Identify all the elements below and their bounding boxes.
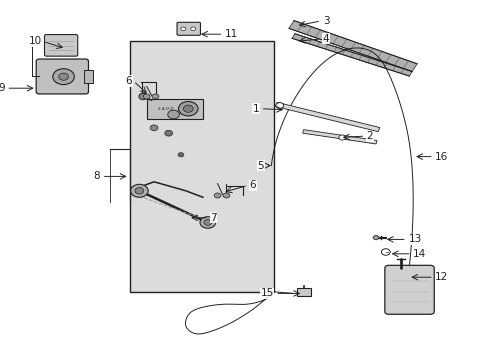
Polygon shape	[288, 21, 416, 72]
Polygon shape	[302, 130, 376, 144]
Circle shape	[178, 153, 183, 157]
Text: 8: 8	[93, 171, 100, 181]
Circle shape	[214, 193, 221, 198]
FancyBboxPatch shape	[36, 59, 88, 94]
Circle shape	[372, 235, 378, 240]
Text: 15: 15	[260, 288, 273, 298]
Bar	[146, 99, 203, 119]
Circle shape	[167, 110, 179, 119]
Circle shape	[135, 188, 143, 194]
FancyBboxPatch shape	[44, 35, 78, 56]
Circle shape	[53, 69, 74, 85]
FancyBboxPatch shape	[177, 22, 200, 35]
Circle shape	[275, 103, 283, 108]
Text: 14: 14	[412, 249, 426, 259]
Circle shape	[190, 27, 195, 31]
Text: 3: 3	[322, 16, 329, 26]
Text: 6: 6	[249, 180, 256, 190]
Circle shape	[139, 93, 147, 100]
Circle shape	[203, 220, 211, 225]
Text: 7: 7	[210, 213, 217, 223]
Text: 11: 11	[224, 29, 238, 39]
Circle shape	[381, 249, 389, 255]
Circle shape	[338, 135, 345, 140]
Circle shape	[143, 94, 150, 99]
Circle shape	[152, 94, 159, 99]
Text: 6: 6	[125, 76, 132, 86]
Text: 10: 10	[28, 36, 41, 46]
FancyBboxPatch shape	[384, 265, 433, 314]
Text: 1: 1	[252, 104, 259, 114]
Polygon shape	[275, 102, 379, 132]
Bar	[129, 41, 273, 292]
Text: 12: 12	[434, 272, 447, 282]
Bar	[84, 70, 93, 83]
Text: 9: 9	[0, 83, 5, 93]
Circle shape	[164, 130, 172, 136]
Circle shape	[181, 27, 185, 31]
Circle shape	[59, 73, 68, 80]
Circle shape	[130, 184, 148, 197]
Text: 4: 4	[322, 34, 329, 44]
Text: S A D D: S A D D	[157, 107, 173, 111]
Circle shape	[150, 125, 158, 131]
Text: 16: 16	[434, 152, 447, 162]
Text: 13: 13	[407, 234, 421, 244]
Bar	[297, 288, 310, 296]
Circle shape	[223, 193, 229, 198]
Polygon shape	[291, 34, 411, 76]
Circle shape	[178, 102, 198, 116]
Circle shape	[183, 105, 193, 112]
Text: 5: 5	[257, 161, 264, 171]
Circle shape	[200, 217, 215, 228]
Text: 2: 2	[366, 131, 373, 141]
